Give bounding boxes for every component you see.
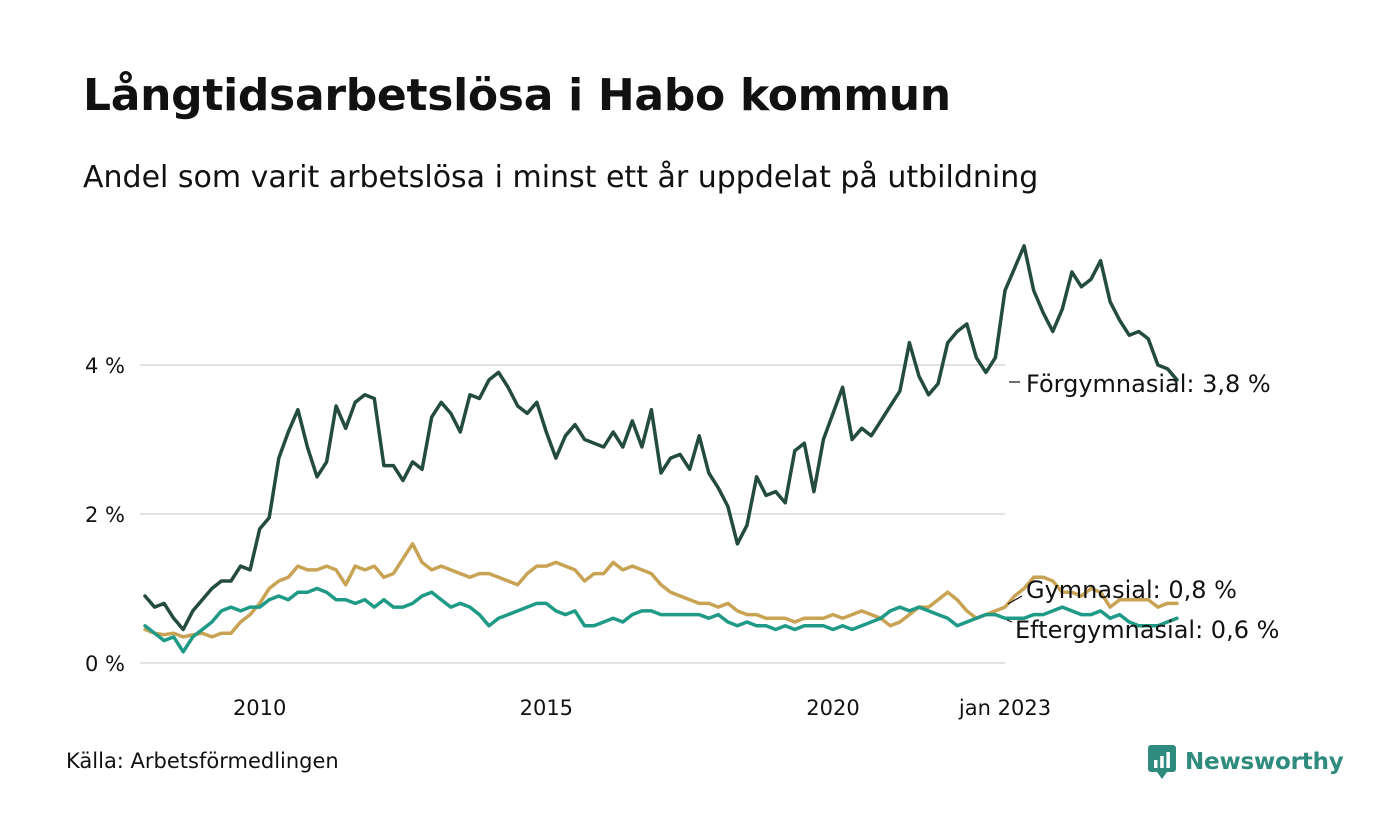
end-label-leader	[1007, 595, 1023, 605]
series-line-förgymnasial	[143, 244, 1179, 632]
y-tick-label: 0 %	[85, 652, 125, 676]
y-tick-label: 2 %	[85, 503, 125, 527]
end-label-leader	[1006, 619, 1013, 623]
series-line-gymnasial	[143, 542, 1179, 639]
x-tick-label: 2010	[233, 696, 286, 720]
newsworthy-logo-icon	[1148, 745, 1176, 779]
line-chart: 0 % 2 % 4 % 2010 2015 2020 jan 2023 Förgymnasia…	[85, 244, 1279, 720]
brand-name: Newsworthy	[1185, 749, 1344, 775]
newsworthy-brand: Newsworthy	[1148, 742, 1344, 782]
series-line-eftergymnasial	[143, 586, 1179, 654]
end-label-eftergymnasial: Eftergymnasial: 0,6 %	[1015, 616, 1279, 644]
source-note: Källa: Arbetsförmedlingen	[66, 749, 339, 773]
chart-title: Långtidsarbetslösa i Habo kommun	[83, 70, 951, 121]
x-tick-label: jan 2023	[958, 696, 1051, 720]
end-label-förgymnasial: Förgymnasial: 3,8 %	[1026, 370, 1271, 398]
x-tick-label: 2015	[520, 696, 573, 720]
x-tick-label: 2020	[806, 696, 859, 720]
end-label-gymnasial: Gymnasial: 0,8 %	[1026, 576, 1237, 604]
y-tick-label: 4 %	[85, 354, 125, 378]
chart-subtitle: Andel som varit arbetslösa i minst ett å…	[83, 160, 1039, 195]
